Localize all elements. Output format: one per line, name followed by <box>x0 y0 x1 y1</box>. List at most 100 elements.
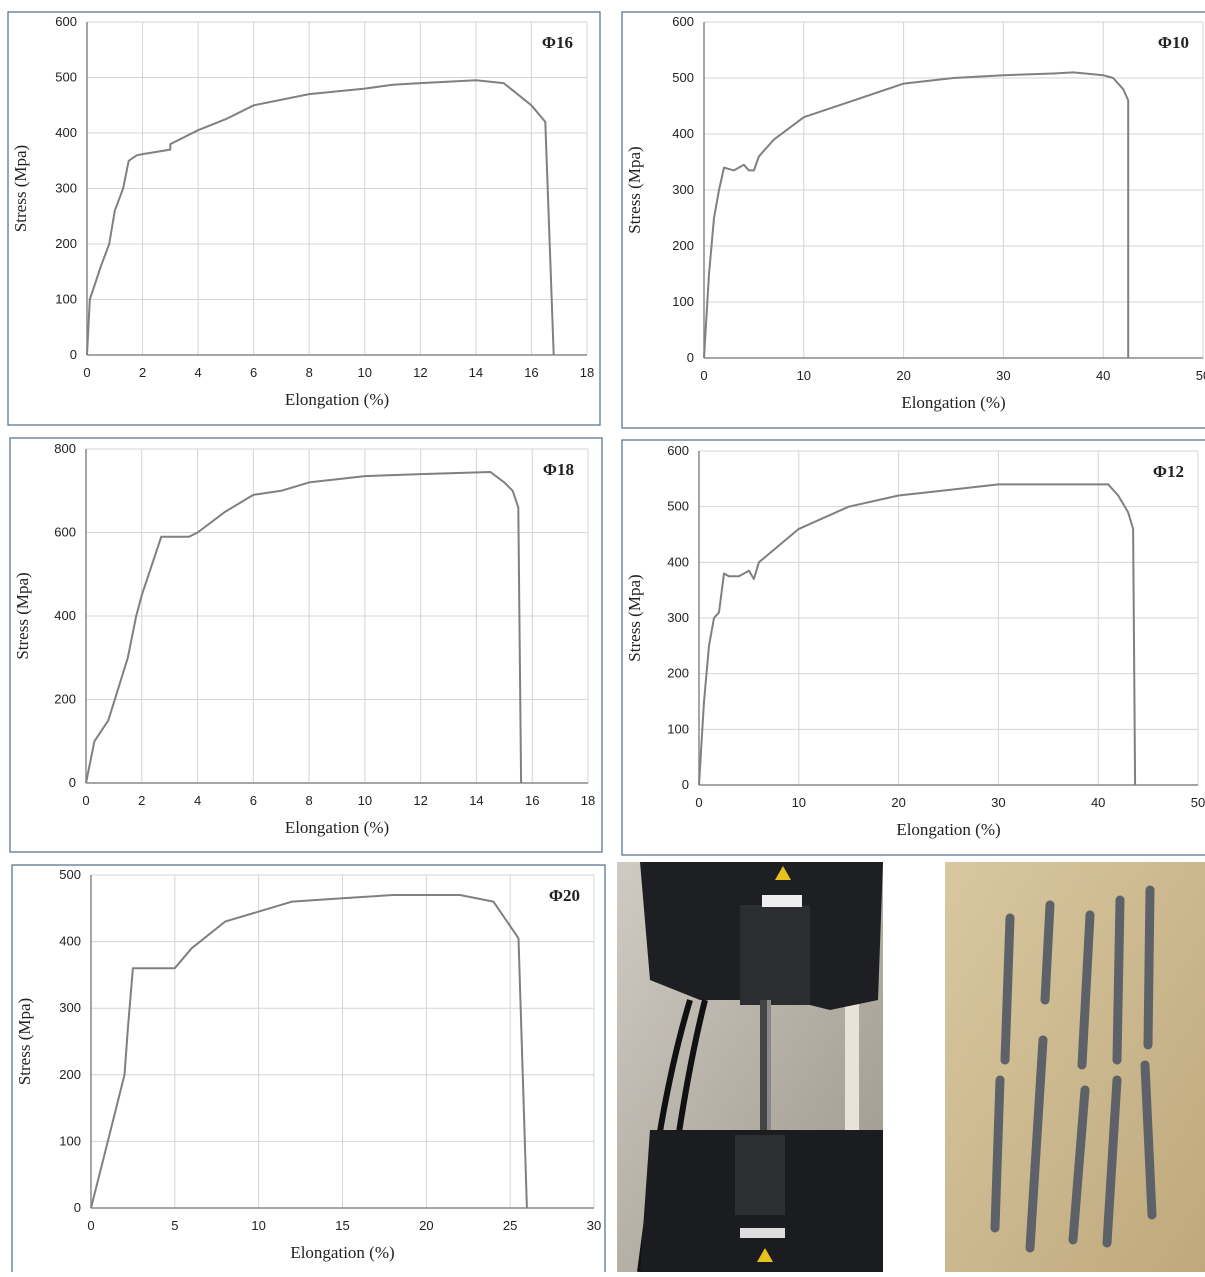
x-tick-label: 6 <box>250 365 257 380</box>
x-tick-label: 6 <box>250 793 257 808</box>
x-tick-label: 16 <box>524 365 538 380</box>
panel-frame <box>11 864 606 1277</box>
y-tick-label: 500 <box>55 70 77 85</box>
chart-panel: 0 100 200 300 400 500 600 0 10 20 30 40 50 Elongation… <box>621 11 1205 429</box>
x-tick-label: 10 <box>792 795 806 810</box>
x-tick-label: 20 <box>419 1218 433 1233</box>
x-tick-label: 14 <box>469 365 483 380</box>
chart-title: Φ18 <box>543 460 574 479</box>
x-tick-label: 40 <box>1096 368 1110 383</box>
y-tick-label: 0 <box>69 775 76 790</box>
y-tick-label: 200 <box>54 692 76 707</box>
y-tick-label: 100 <box>667 721 689 736</box>
machine-photo <box>617 862 883 1273</box>
x-tick-label: 8 <box>306 365 313 380</box>
x-tick-label: 0 <box>83 365 90 380</box>
panel-frame <box>7 11 601 426</box>
panel-frame <box>9 437 603 853</box>
stress-curve <box>703 71 1130 359</box>
x-tick-label: 2 <box>138 793 145 808</box>
y-tick-label: 200 <box>55 236 77 251</box>
y-tick-label: 0 <box>687 350 694 365</box>
y-tick-label: 400 <box>55 125 77 140</box>
x-tick-label: 50 <box>1196 368 1205 383</box>
x-tick-label: 5 <box>171 1218 178 1233</box>
x-tick-label: 16 <box>525 793 539 808</box>
x-axis-label: Elongation (%) <box>901 393 1005 412</box>
x-axis-label: Elongation (%) <box>290 1243 394 1262</box>
x-axis-label: Elongation (%) <box>285 390 389 409</box>
stress-curve <box>86 79 555 356</box>
y-tick-label: 0 <box>70 347 77 362</box>
y-axis-label: Stress (Mpa) <box>13 572 32 659</box>
y-axis-label: Stress (Mpa) <box>11 145 30 232</box>
y-tick-label: 300 <box>59 1000 81 1015</box>
y-tick-label: 600 <box>672 14 694 29</box>
y-tick-label: 500 <box>672 70 694 85</box>
x-tick-label: 10 <box>358 793 372 808</box>
chart-title: Φ12 <box>1153 462 1184 481</box>
y-tick-label: 600 <box>55 14 77 29</box>
x-tick-label: 0 <box>82 793 89 808</box>
y-axis-label: Stress (Mpa) <box>15 998 34 1085</box>
y-tick-label: 300 <box>667 610 689 625</box>
x-tick-label: 20 <box>891 795 905 810</box>
x-tick-label: 18 <box>580 365 594 380</box>
x-tick-label: 50 <box>1191 795 1205 810</box>
x-axis-label: Elongation (%) <box>285 818 389 837</box>
x-tick-label: 0 <box>700 368 707 383</box>
y-tick-label: 0 <box>74 1200 81 1215</box>
x-tick-label: 0 <box>87 1218 94 1233</box>
specimens-photo <box>945 862 1205 1272</box>
x-tick-label: 14 <box>469 793 483 808</box>
chart-title: Φ10 <box>1158 33 1189 52</box>
x-tick-label: 25 <box>503 1218 517 1233</box>
y-tick-label: 400 <box>667 554 689 569</box>
chart-title: Φ20 <box>549 886 580 905</box>
chart-panel: 0 100 200 300 400 500 600 0 2 4 6 8 10 12 14 16 18 Elonga… <box>7 11 601 426</box>
x-tick-label: 12 <box>413 365 427 380</box>
y-tick-label: 100 <box>55 292 77 307</box>
chart-panel: 0 200 400 600 800 0 2 4 6 8 10 12 14 16 18 Elongation (… <box>9 437 603 853</box>
x-tick-label: 10 <box>797 368 811 383</box>
y-tick-label: 300 <box>55 181 77 196</box>
y-tick-label: 0 <box>682 777 689 792</box>
y-tick-label: 200 <box>667 666 689 681</box>
x-tick-label: 4 <box>194 365 201 380</box>
panel-frame <box>621 11 1205 429</box>
y-axis-label: Stress (Mpa) <box>625 146 644 233</box>
x-tick-label: 30 <box>996 368 1010 383</box>
x-tick-label: 30 <box>991 795 1005 810</box>
y-axis-label: Stress (Mpa) <box>625 574 644 661</box>
x-tick-label: 10 <box>358 365 372 380</box>
y-tick-label: 600 <box>54 525 76 540</box>
y-tick-label: 200 <box>672 238 694 253</box>
x-tick-label: 40 <box>1091 795 1105 810</box>
x-tick-label: 10 <box>251 1218 265 1233</box>
y-tick-label: 400 <box>54 608 76 623</box>
x-tick-label: 18 <box>581 793 595 808</box>
x-tick-label: 8 <box>305 793 312 808</box>
stress-curve <box>90 894 528 1209</box>
chart-panel: 0 100 200 300 400 500 600 0 10 20 30 40 50 Elongation… <box>621 439 1205 856</box>
y-tick-label: 800 <box>54 441 76 456</box>
x-tick-label: 20 <box>896 368 910 383</box>
y-tick-label: 400 <box>672 126 694 141</box>
y-tick-label: 200 <box>59 1067 81 1082</box>
x-axis-label: Elongation (%) <box>896 820 1000 839</box>
x-tick-label: 4 <box>194 793 201 808</box>
y-tick-label: 300 <box>672 182 694 197</box>
y-tick-label: 100 <box>59 1133 81 1148</box>
y-tick-label: 500 <box>59 867 81 882</box>
stress-curve <box>85 471 523 784</box>
x-tick-label: 30 <box>587 1218 601 1233</box>
chart-panel: 0 100 200 300 400 500 0 5 10 15 20 25 30 Elongation (… <box>11 864 606 1277</box>
y-tick-label: 500 <box>667 499 689 514</box>
y-tick-label: 100 <box>672 294 694 309</box>
chart-title: Φ16 <box>542 33 573 52</box>
y-tick-label: 400 <box>59 934 81 949</box>
x-tick-label: 15 <box>335 1218 349 1233</box>
y-tick-label: 600 <box>667 443 689 458</box>
